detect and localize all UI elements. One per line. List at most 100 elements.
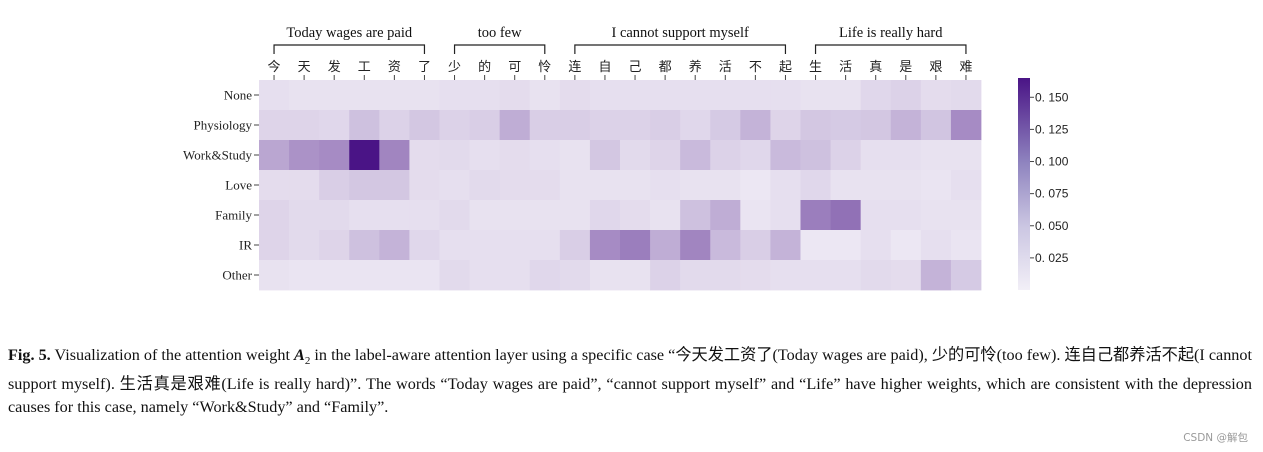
heatmap-cell-physiology-1	[289, 110, 320, 141]
group-bracket-2	[574, 44, 787, 54]
heatmap-cell-none-18	[800, 80, 831, 111]
y-label-physiology: Physiology	[193, 118, 252, 133]
heatmap-cell-none-23	[950, 80, 982, 111]
x-token-labels: 今天发工资了少的可怜连自己都养活不起生活真是艰难	[268, 59, 972, 80]
heatmap-cell-other-4	[379, 260, 410, 291]
group-label-0: Today wages are paid	[286, 25, 413, 41]
heatmap-cell-love-18	[800, 170, 831, 201]
heatmap-cell-work-study-8	[499, 140, 531, 171]
x-token-label-0: 今	[268, 59, 281, 75]
token-group-brackets: Today wages are paid too few I cannot supp…	[273, 25, 967, 54]
heatmap-cell-physiology-20	[860, 110, 892, 141]
heatmap-cell-family-13	[650, 200, 681, 231]
heatmap-cell-physiology-13	[650, 110, 681, 141]
heatmap-cell-physiology-21	[890, 110, 922, 141]
y-label-none: None	[224, 88, 252, 103]
x-token-label-5: 了	[418, 60, 431, 75]
heatmap-cell-none-0	[259, 80, 290, 111]
heatmap-cell-work-study-14	[680, 140, 711, 171]
heatmap-cell-love-8	[499, 170, 531, 201]
heatmap-cell-physiology-10	[559, 110, 591, 141]
y-label-other: Other	[222, 268, 252, 283]
group-bracket-3	[814, 44, 967, 54]
heatmap-cell-family-4	[379, 200, 410, 231]
heatmap-cell-ir-7	[469, 230, 501, 261]
heatmap-cell-none-20	[860, 80, 892, 111]
heatmap-cell-family-16	[740, 200, 771, 231]
heatmap-cell-other-22	[920, 260, 952, 291]
heatmap-cell-work-study-11	[589, 140, 621, 171]
heatmap-cell-physiology-2	[319, 110, 350, 141]
heatmap-cell-family-6	[439, 200, 470, 231]
heatmap-cell-ir-16	[740, 230, 771, 261]
x-token-label-1: 天	[298, 60, 311, 75]
heatmap-cell-family-3	[349, 200, 380, 231]
heatmap-cell-love-22	[920, 170, 952, 201]
heatmap-cell-family-8	[499, 200, 531, 231]
heatmap-cell-ir-17	[770, 230, 801, 261]
heatmap-cell-ir-0	[259, 230, 290, 261]
heatmap-cell-family-7	[469, 200, 501, 231]
colorbar-tick-label-1: 0. 125	[1035, 122, 1069, 136]
heatmap-cell-none-12	[620, 80, 651, 111]
heatmap-cell-ir-12	[620, 230, 651, 261]
heatmap-cell-none-17	[770, 80, 801, 111]
heatmap-cell-physiology-17	[770, 110, 801, 141]
heatmap-cell-physiology-11	[589, 110, 621, 141]
heatmap-cell-work-study-15	[710, 140, 741, 171]
heatmap-cell-ir-3	[349, 230, 380, 261]
heatmap-cell-other-19	[830, 260, 862, 291]
heatmap-cell-physiology-18	[800, 110, 831, 141]
heatmap-cell-love-19	[830, 170, 862, 201]
heatmap-cell-ir-6	[439, 230, 470, 261]
heatmap-cell-family-18	[800, 200, 831, 231]
heatmap-cell-work-study-10	[559, 140, 591, 171]
heatmap-cell-ir-5	[409, 230, 440, 261]
heatmap-cell-love-12	[620, 170, 651, 201]
heatmap-cell-ir-23	[950, 230, 982, 261]
heatmap-cell-work-study-19	[830, 140, 862, 171]
heatmap-cell-work-study-6	[439, 140, 470, 171]
heatmap-cell-other-6	[439, 260, 470, 291]
heatmap-cell-other-11	[589, 260, 621, 291]
heatmap-cell-work-study-16	[740, 140, 771, 171]
heatmap-cell-family-1	[289, 200, 320, 231]
heatmap-cell-physiology-8	[499, 110, 531, 141]
heatmap-cell-family-22	[920, 200, 952, 231]
heatmap-cell-none-14	[680, 80, 711, 111]
heatmap-cell-work-study-2	[319, 140, 350, 171]
heatmap-cell-work-study-4	[379, 140, 410, 171]
heatmap-cell-ir-1	[289, 230, 320, 261]
y-label-ir: IR	[239, 238, 252, 253]
y-axis-labels: None Physiology Work&Study Love Family IR Othe…	[183, 88, 259, 283]
heatmap-cell-work-study-22	[920, 140, 952, 171]
heatmap-cell-family-19	[830, 200, 862, 231]
x-token-label-6: 少	[448, 60, 461, 75]
heatmap-cell-love-14	[680, 170, 711, 201]
heatmap-cell-none-5	[409, 80, 440, 111]
heatmap-cell-ir-13	[650, 230, 681, 261]
heatmap-cell-other-3	[349, 260, 380, 291]
heatmap-cell-other-0	[259, 260, 290, 291]
heatmap-cell-physiology-6	[439, 110, 470, 141]
colorbar-tick-label-5: 0. 025	[1035, 251, 1069, 265]
group-label-1: too few	[478, 25, 522, 41]
heatmap-cell-other-20	[860, 260, 892, 291]
heatmap-cell-love-13	[650, 170, 681, 201]
heatmap-cell-none-1	[289, 80, 320, 111]
heatmap-cell-other-7	[469, 260, 501, 291]
heatmap-cell-love-20	[860, 170, 892, 201]
heatmap-cell-other-9	[529, 260, 561, 291]
heatmap-cell-family-14	[680, 200, 711, 231]
heatmap-cell-love-5	[409, 170, 440, 201]
heatmap-cell-family-11	[589, 200, 621, 231]
heatmap-cell-family-23	[950, 200, 982, 231]
heatmap-cell-none-10	[559, 80, 591, 111]
heatmap-cell-none-11	[589, 80, 621, 111]
x-token-label-16: 不	[749, 60, 762, 75]
heatmap-cell-none-15	[710, 80, 741, 111]
group-bracket-1	[453, 44, 546, 54]
heatmap-cell-ir-11	[589, 230, 621, 261]
heatmap-cell-physiology-15	[710, 110, 741, 141]
heatmap-cell-family-17	[770, 200, 801, 231]
